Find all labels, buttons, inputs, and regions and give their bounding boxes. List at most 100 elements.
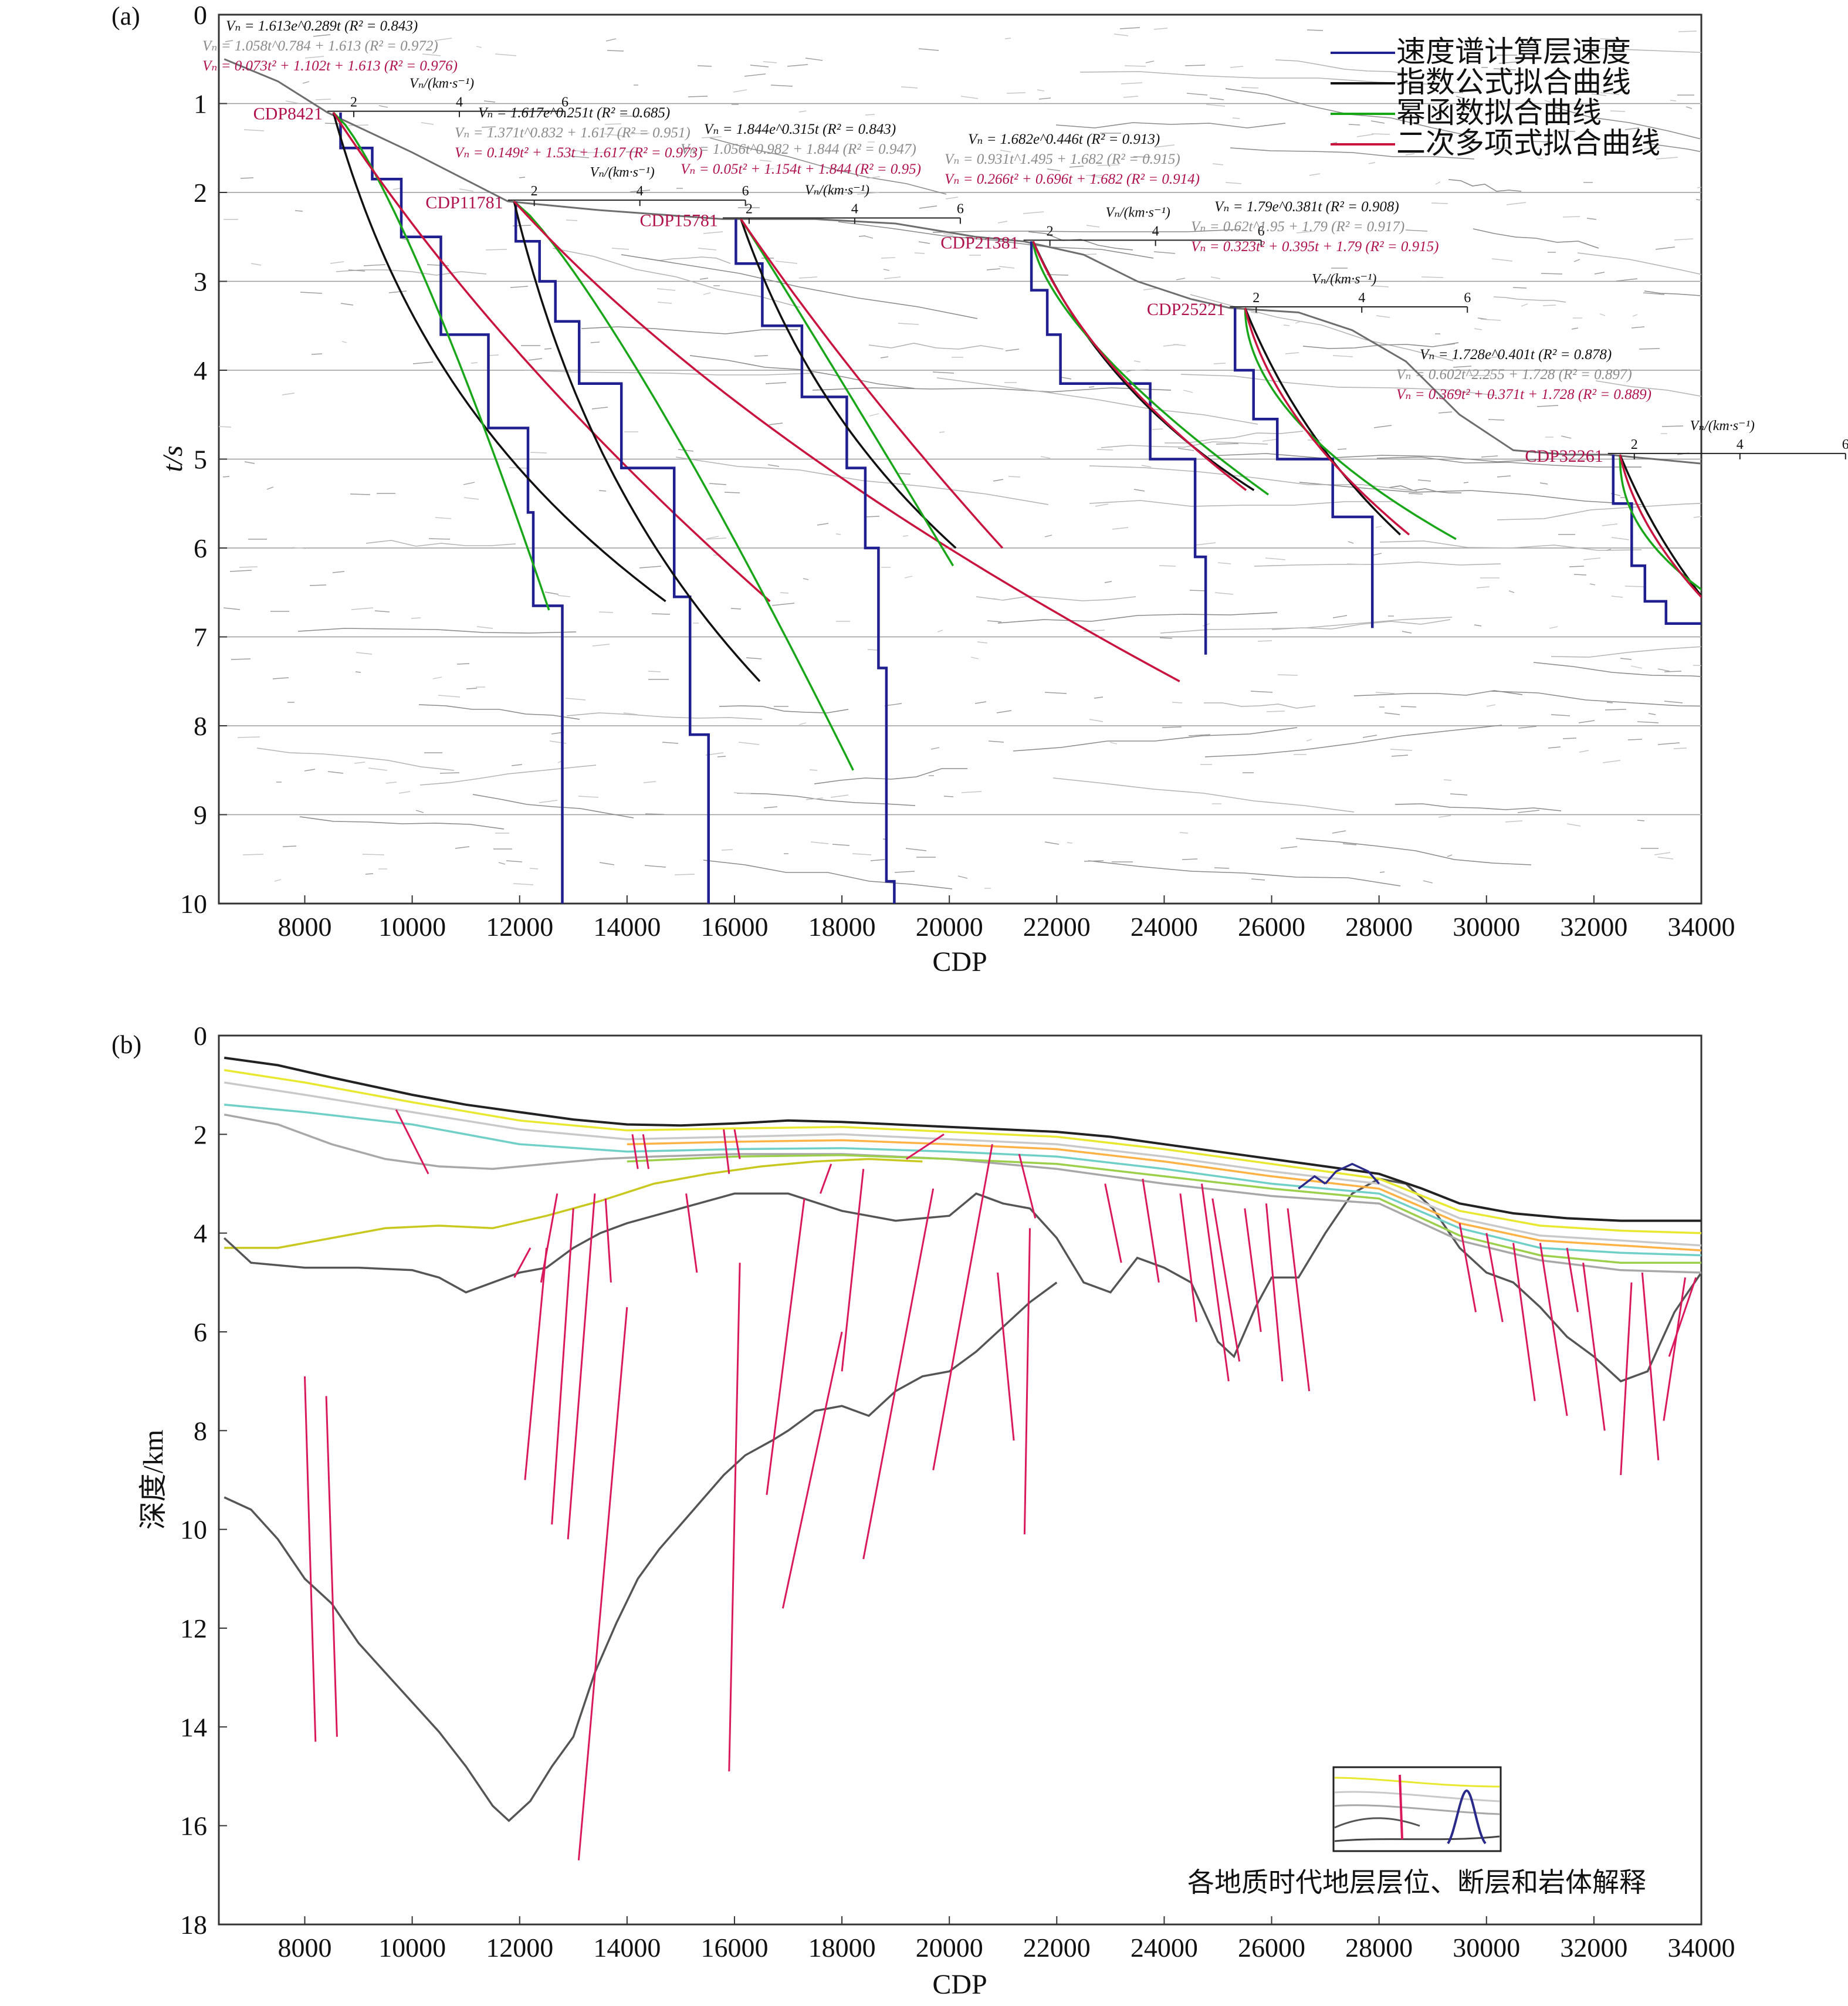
seismic-dash (644, 865, 666, 868)
y-tick-label: 6 (194, 1317, 207, 1347)
seismic-dash (1459, 103, 1481, 107)
velocity-axis-tick-label: 6 (742, 184, 749, 199)
seismic-dash (767, 464, 780, 467)
fault-line (723, 1129, 730, 1174)
seismic-dash (1232, 117, 1240, 119)
seismic-dash (421, 122, 434, 125)
seismic-reflector (299, 816, 505, 830)
seismic-dash (993, 598, 1003, 601)
seismic-dash (282, 845, 297, 847)
seismic-reflector (868, 343, 1004, 350)
seismic-dash (738, 742, 760, 745)
seismic-dash (1390, 749, 1413, 751)
horizon-moho (224, 1281, 1058, 1822)
seismic-dash (1145, 60, 1155, 63)
exponential-fit-curve (740, 218, 957, 549)
seismic-dash (1417, 479, 1431, 482)
seismic-dash (703, 231, 723, 234)
station-label: CDP21381 (940, 233, 1018, 252)
seismic-dash (905, 848, 927, 851)
seismic-dash (1423, 880, 1433, 884)
seismic-dash (1188, 734, 1211, 736)
seismic-dash (1089, 719, 1104, 722)
seismic-dash (374, 610, 390, 613)
fault-line (1023, 1228, 1031, 1535)
x-tick-label: 20000 (916, 1933, 983, 1963)
x-tick-label: 10000 (378, 912, 446, 942)
legend: 速度谱计算层速度 指数公式拟合曲线 幂函数拟合曲线 二次多项式拟合曲线 (1331, 35, 1660, 160)
seismic-dash (1109, 742, 1118, 745)
fault-line (1458, 1223, 1477, 1312)
seismic-dash (530, 452, 547, 454)
seismic-dash (1611, 537, 1630, 540)
panel-b-label: (b) (111, 1030, 141, 1059)
seismic-dash (709, 483, 727, 485)
seismic-dash (1637, 820, 1645, 821)
seismic-dash (1356, 134, 1374, 137)
seismic-dash (1536, 405, 1559, 407)
equation-exponential: Vₙ = 1.682e^0.446t (R² = 0.913) (968, 131, 1160, 147)
fault-line (604, 1198, 612, 1283)
exponential-fit-curve (332, 112, 666, 603)
y-tick-label: 10 (180, 889, 207, 919)
seismic-dash (1537, 157, 1544, 160)
seismic-dash (1632, 314, 1638, 317)
velocity-step-curve (735, 219, 896, 904)
seismic-dash (1566, 823, 1581, 827)
seismic-dash (623, 712, 638, 715)
seismic-dash (1400, 706, 1417, 708)
x-tick-label: 16000 (700, 912, 768, 942)
seismic-reflector (418, 704, 580, 720)
equation-polynomial: Vₙ = 0.323t² + 0.395t + 1.79 (R² = 0.915… (1191, 239, 1439, 255)
seismic-dash (1630, 665, 1643, 669)
velocity-axis-label: Vₙ/(km·s⁻¹) (1106, 205, 1170, 220)
station-CDP8421 (332, 111, 771, 904)
x-tick-label: 16000 (700, 1933, 768, 1963)
legend-label-1: 速度谱计算层速度 (1396, 35, 1631, 68)
seismic-dash (604, 133, 624, 137)
seismic-dash (1627, 739, 1643, 740)
seismic-dash (1182, 858, 1198, 860)
x-tick-label: 34000 (1668, 912, 1735, 942)
seismic-reflector (472, 794, 634, 818)
legend-label-4: 二次多项式拟合曲线 (1396, 127, 1660, 160)
seismic-dash (1421, 276, 1444, 278)
seismic-dash (330, 261, 344, 264)
seismic-dash (1489, 356, 1503, 358)
seismic-reflector (1299, 838, 1532, 865)
seismic-dash (510, 286, 529, 288)
seismic-dash (1177, 448, 1194, 451)
seismic-dash (1044, 535, 1052, 537)
seismic-dash (1296, 231, 1315, 234)
seismic-dash (918, 48, 939, 51)
seismic-dash (302, 81, 310, 84)
seismic-dash (1086, 225, 1100, 228)
x-tick-label: 14000 (593, 912, 661, 942)
seismic-dash (1600, 92, 1620, 95)
seismic-dash (1295, 320, 1302, 324)
velocity-axis-tick-label: 6 (1258, 224, 1265, 239)
velocity-axis: 2 4 6 Vₙ/(km·s⁻¹) (722, 182, 964, 224)
seismic-dash (763, 61, 777, 63)
seismic-dash (225, 40, 233, 42)
seismic-dash (435, 38, 452, 41)
seismic-dash (1571, 327, 1579, 330)
seismic-dash (1037, 89, 1045, 92)
seismic-dash (243, 129, 265, 131)
seismic-dash (1186, 93, 1208, 96)
seismic-dash (1657, 668, 1670, 672)
seismic-dash (1370, 120, 1385, 124)
power-fit-curve (513, 200, 854, 771)
seismic-dash (1370, 285, 1389, 287)
power-fit-curve (1032, 241, 1270, 496)
velocity-axis-label: Vₙ/(km·s⁻¹) (1690, 418, 1755, 434)
horizon-seafloor (224, 1056, 1701, 1222)
station-label: CDP11781 (425, 193, 503, 212)
seismic-dash (519, 177, 526, 178)
horizon-horizon-cyan (224, 1104, 1701, 1257)
seismic-dash (348, 269, 365, 272)
seismic-dash (415, 810, 424, 813)
seismic-dash (1375, 692, 1395, 694)
x-tick-label: 10000 (378, 1933, 446, 1963)
seismic-dash (544, 591, 559, 595)
